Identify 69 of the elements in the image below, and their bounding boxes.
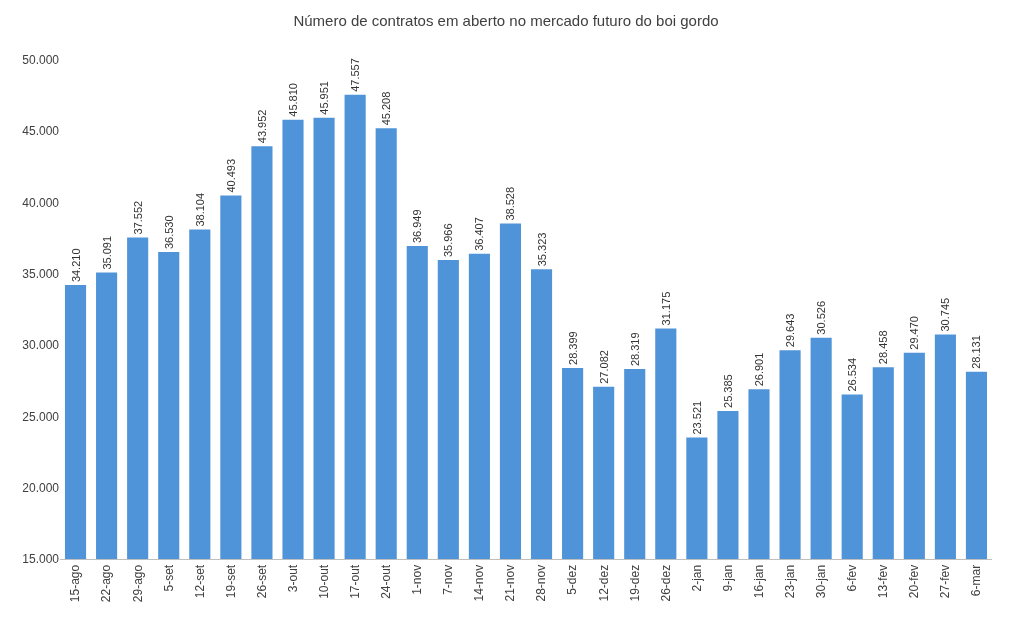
x-tick-label: 6-mar <box>969 564 984 597</box>
x-tick-label: 26-dez <box>658 564 673 602</box>
data-label: 26.534 <box>846 357 859 392</box>
x-tick-label: 3-out <box>285 564 300 593</box>
x-tick-label: 15-ago <box>68 564 83 603</box>
y-tick-label: 35.000 <box>22 267 60 282</box>
x-tick-label: 12-set <box>192 564 207 599</box>
data-label: 34.210 <box>69 248 82 283</box>
x-tick-label: 24-out <box>379 564 394 599</box>
data-label: 27.082 <box>597 350 610 384</box>
x-tick-label: 7-nov <box>441 564 456 595</box>
x-tick-label: 30-jan <box>814 564 829 599</box>
x-tick-label: 12-dez <box>596 564 611 602</box>
data-label: 25.385 <box>721 374 734 408</box>
x-tick-label: 21-nov <box>503 564 518 602</box>
data-label: 38.528 <box>504 186 517 221</box>
data-label: 28.458 <box>877 330 890 365</box>
data-label: 29.643 <box>784 313 797 348</box>
x-tick-label: 27-fev <box>938 564 953 599</box>
data-label: 36.407 <box>473 217 486 251</box>
data-label: 45.810 <box>287 83 299 117</box>
data-label: 28.399 <box>566 331 579 365</box>
x-tick-label: 19-set <box>223 564 238 599</box>
x-tick-label: 29-ago <box>130 564 145 603</box>
x-tick-label: 14-nov <box>472 564 487 602</box>
data-label: 45.208 <box>380 91 393 126</box>
y-tick-label: 15.000 <box>22 552 60 567</box>
x-tick-label: 23-jan <box>782 564 797 599</box>
x-tick-label: 9-jan <box>720 564 735 592</box>
x-tick-label: 19-dez <box>627 564 642 602</box>
x-tick-label: 5-set <box>161 564 176 592</box>
y-tick-label: 50.000 <box>22 53 60 68</box>
x-tick-label: 22-ago <box>99 564 114 603</box>
x-tick-label: 26-set <box>254 564 269 599</box>
data-label: 38.104 <box>193 192 206 227</box>
data-label: 28.131 <box>970 335 983 369</box>
x-tick-label: 6-fev <box>845 564 860 592</box>
data-label: 40.493 <box>224 158 237 193</box>
x-tick-label: 1-nov <box>410 564 425 595</box>
data-label: 36.949 <box>411 209 424 244</box>
x-tick-label: 10-out <box>316 564 331 599</box>
data-label: 35.091 <box>100 235 113 270</box>
data-label: 35.966 <box>442 223 455 258</box>
data-label: 30.526 <box>815 300 828 335</box>
x-tick-label: 17-out <box>348 564 363 599</box>
y-tick-label: 40.000 <box>22 195 60 210</box>
data-label: 23.521 <box>690 400 703 435</box>
y-tick-label: 30.000 <box>22 338 60 353</box>
y-tick-label: 45.000 <box>22 124 60 139</box>
data-label: 26.901 <box>753 352 765 387</box>
data-label: 29.470 <box>908 316 921 350</box>
x-tick-label: 16-jan <box>751 564 766 599</box>
x-tick-label: 28-nov <box>534 564 549 602</box>
y-tick-label: 25.000 <box>22 409 60 424</box>
x-tick-label: 2-jan <box>689 564 704 592</box>
y-tick-label: 20.000 <box>22 480 60 495</box>
chart-title: Número de contratos em aberto no mercado futuro do boi gordo <box>293 12 719 30</box>
data-label: 31.175 <box>659 291 672 326</box>
data-label: 35.323 <box>535 232 548 267</box>
data-label: 36.530 <box>162 215 175 250</box>
data-label: 47.557 <box>349 58 362 92</box>
x-tick-label: 20-fev <box>907 564 922 599</box>
data-label: 30.745 <box>939 297 952 332</box>
x-tick-label: 13-fev <box>876 564 891 599</box>
data-label: 37.552 <box>131 200 144 235</box>
data-label: 45.951 <box>318 81 331 115</box>
data-label: 43.952 <box>255 109 268 144</box>
data-label: 28.319 <box>628 332 641 367</box>
x-tick-label: 5-dez <box>565 564 580 595</box>
